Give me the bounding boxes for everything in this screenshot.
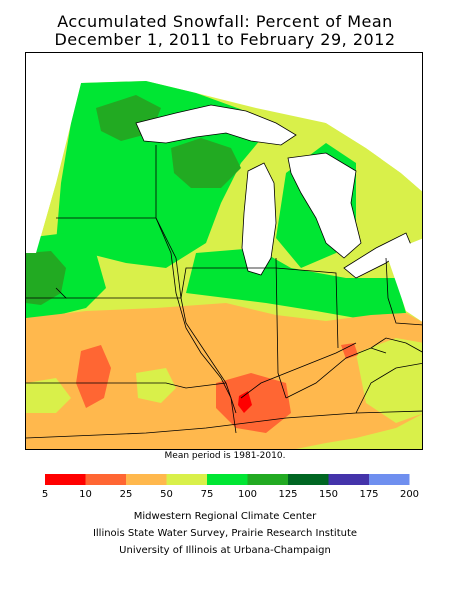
legend-label-5: 5 xyxy=(42,489,48,500)
mean-period-note: Mean period is 1981-2010. xyxy=(164,451,286,461)
legend-label-175: 175 xyxy=(359,489,378,500)
snowfall-map xyxy=(25,52,423,450)
legend-label-125: 125 xyxy=(278,489,297,500)
region-lime-ne-ky xyxy=(356,338,422,423)
legend-swatch-125 xyxy=(288,474,329,485)
legend-label-10: 10 xyxy=(79,489,92,500)
legend-swatch-5 xyxy=(45,474,86,485)
legend-label-100: 100 xyxy=(238,489,257,500)
state-boundaries xyxy=(26,145,422,439)
region-lime-mo xyxy=(136,368,176,403)
region-dkgreen-wi xyxy=(171,138,241,188)
outside-domain-nw xyxy=(26,53,86,253)
legend-label-75: 75 xyxy=(201,489,214,500)
region-orange-south xyxy=(26,303,422,449)
legend-swatch-100 xyxy=(247,474,288,485)
region-redorange-il xyxy=(216,373,291,433)
lake-michigan xyxy=(241,162,277,276)
lake-superior xyxy=(135,104,297,146)
legend-swatch-75 xyxy=(207,474,248,485)
lake-huron xyxy=(287,152,362,259)
region-red xyxy=(238,391,252,413)
credit-mrcc: Midwestern Regional Climate Center xyxy=(133,511,317,522)
outside-domain-ne xyxy=(276,53,422,192)
map-title: Accumulated Snowfall: Percent of Mean xyxy=(57,12,393,31)
legend-swatch-25 xyxy=(126,474,167,485)
credit-isws: Illinois State Water Survey, Prairie Res… xyxy=(92,528,358,539)
map-canvas xyxy=(26,53,422,449)
region-dkgreen-ia xyxy=(26,251,66,305)
legend-swatch-10 xyxy=(85,474,126,485)
legend-label-50: 50 xyxy=(160,489,173,500)
legend-swatch-175 xyxy=(369,474,410,485)
legend-label-200: 200 xyxy=(400,489,419,500)
legend-swatch-50 xyxy=(166,474,207,485)
legend-label-150: 150 xyxy=(319,489,338,500)
region-redorange-mo xyxy=(76,345,111,408)
region-green-mid xyxy=(186,248,406,318)
legend-label-25: 25 xyxy=(120,489,133,500)
outside-domain-e xyxy=(386,238,422,322)
region-lime-sw xyxy=(26,378,71,413)
rivers xyxy=(155,217,357,434)
legend-swatch-150 xyxy=(328,474,369,485)
color-legend: 5 10 25 50 75 100 125 150 175 200 xyxy=(42,474,419,500)
map-date-range: December 1, 2011 to February 29, 2012 xyxy=(54,30,396,49)
credit-uiuc: University of Illinois at Urbana-Champai… xyxy=(119,545,331,556)
